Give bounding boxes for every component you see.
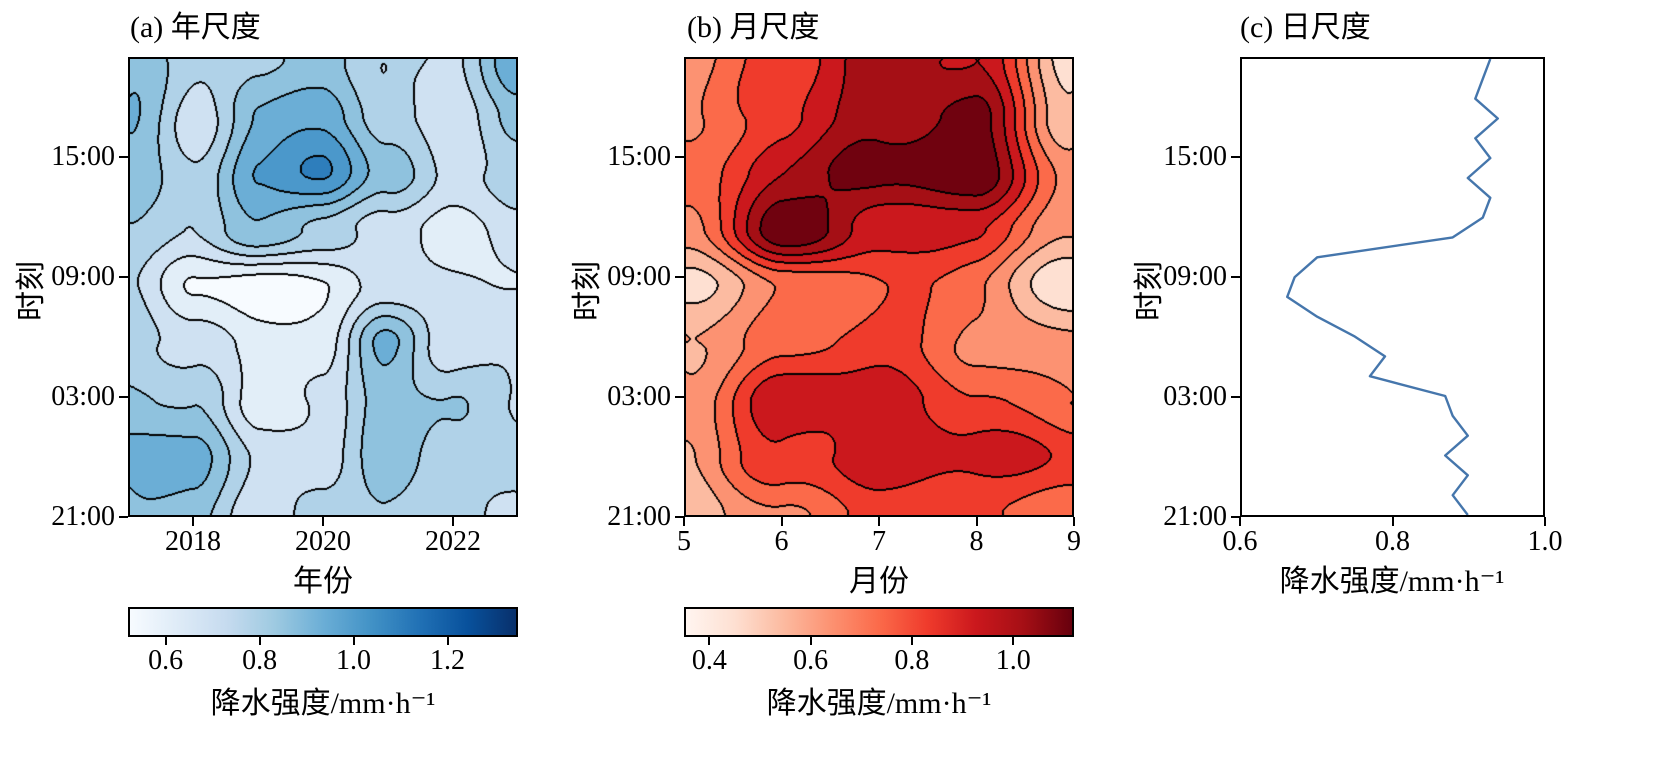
panel-a-x-tick-mark bbox=[192, 517, 194, 526]
panel-a-y-tick-label: 21:00 bbox=[51, 501, 115, 532]
panel-b-colorbar-tick-label: 0.4 bbox=[691, 645, 727, 676]
panel-c-y-tick-label: 03:00 bbox=[1163, 381, 1227, 412]
panel-a-x-tick-mark bbox=[322, 517, 324, 526]
panel-c-x-tick-mark bbox=[1544, 517, 1546, 526]
panel-b-colorbar-label: 降水强度/mm·h⁻¹ bbox=[766, 687, 992, 720]
panel-a-y-tick-mark bbox=[119, 516, 128, 518]
panel-a-colorbar-tick-label: 0.8 bbox=[242, 645, 278, 676]
panel-b-x-tick-mark bbox=[683, 517, 685, 526]
panel-b-contour-plot bbox=[684, 57, 1074, 517]
panel-a-title: (a) 年尺度 bbox=[130, 11, 261, 44]
panel-a-y-tick-label: 09:00 bbox=[51, 261, 115, 292]
panel-a-x-tick-label: 2018 bbox=[165, 526, 221, 557]
panel-b-x-tick-mark bbox=[1073, 517, 1075, 526]
panel-a-colorbar bbox=[128, 607, 518, 637]
panel-b-title: (b) 月尺度 bbox=[687, 11, 820, 44]
panel-b-y-tick-label: 21:00 bbox=[607, 501, 671, 532]
panel-a-x-tick-label: 2022 bbox=[425, 526, 481, 557]
panel-b-x-tick-label: 7 bbox=[872, 526, 886, 557]
panel-c-y-tick-label: 09:00 bbox=[1163, 261, 1227, 292]
panel-c-y-tick-label: 15:00 bbox=[1163, 141, 1227, 172]
panel-c-y-tick-mark bbox=[1231, 156, 1240, 158]
panel-b-x-tick-mark bbox=[878, 517, 880, 526]
panel-b-colorbar-tick-mark bbox=[809, 637, 812, 645]
panel-b-x-axis-label: 月份 bbox=[849, 565, 909, 598]
panel-b-colorbar-tick-mark bbox=[708, 637, 711, 645]
panel-b-y-tick-mark bbox=[675, 156, 684, 158]
panel-c-x-tick-label: 0.8 bbox=[1375, 526, 1410, 557]
panel-a-contour-plot bbox=[128, 57, 518, 517]
panel-a-y-tick-label: 15:00 bbox=[51, 141, 115, 172]
panel-a-colorbar-tick-label: 1.0 bbox=[336, 645, 372, 676]
panel-c-y-tick-mark bbox=[1231, 396, 1240, 398]
panel-a-x-tick-label: 2020 bbox=[295, 526, 351, 557]
panel-b-y-tick-label: 03:00 bbox=[607, 381, 671, 412]
panel-b-y-tick-mark bbox=[675, 516, 684, 518]
panel-a-colorbar-tick-mark bbox=[258, 637, 261, 645]
panel-c-x-tick-label: 0.6 bbox=[1222, 526, 1258, 557]
panel-a-y-tick-mark bbox=[119, 276, 128, 278]
panel-a-y-tick-mark bbox=[119, 156, 128, 158]
panel-c-title: (c) 日尺度 bbox=[1240, 11, 1371, 44]
panel-a-colorbar-label: 降水强度/mm·h⁻¹ bbox=[210, 687, 436, 720]
panel-b-x-tick-label: 5 bbox=[677, 526, 691, 557]
panel-b-colorbar bbox=[684, 607, 1074, 637]
panel-b-x-tick-mark bbox=[975, 517, 978, 526]
panel-c-x-tick-label: 1.0 bbox=[1527, 526, 1563, 557]
panel-b-colorbar-tick-label: 0.8 bbox=[894, 645, 930, 676]
panel-a-y-tick-label: 03:00 bbox=[51, 381, 115, 412]
panel-b-y-tick-label: 15:00 bbox=[607, 141, 671, 172]
panel-a-colorbar-tick-mark bbox=[352, 637, 355, 645]
panel-b-colorbar-tick-label: 1.0 bbox=[995, 645, 1031, 676]
panel-b-x-tick-mark bbox=[780, 517, 783, 526]
panel-c-y-tick-label: 21:00 bbox=[1163, 501, 1227, 532]
panel-c-x-tick-mark bbox=[1239, 517, 1241, 526]
daily-cycle-line bbox=[1286, 59, 1500, 515]
panel-b-y-tick-mark bbox=[675, 396, 684, 398]
panel-a-colorbar-tick-label: 0.6 bbox=[148, 645, 184, 676]
panel-c-y-tick-mark bbox=[1231, 516, 1240, 518]
panel-a-x-tick-mark bbox=[452, 517, 454, 526]
panel-b-x-tick-label: 8 bbox=[969, 526, 984, 557]
daily-cycle-line-svg bbox=[1286, 59, 1500, 515]
panel-c-x-axis-label: 降水强度/mm·h⁻¹ bbox=[1279, 565, 1505, 598]
panel-a-contour-canvas bbox=[130, 59, 516, 515]
panel-b-x-tick-label: 9 bbox=[1067, 526, 1081, 557]
panel-c-line-plot bbox=[1240, 57, 1545, 517]
panel-b-y-tick-label: 09:00 bbox=[607, 261, 671, 292]
panel-a-colorbar-tick-mark bbox=[446, 637, 449, 645]
panel-b-x-tick-label: 6 bbox=[774, 526, 789, 557]
panel-b-colorbar-tick-mark bbox=[1012, 637, 1015, 645]
panel-b-colorbar-tick-label: 0.6 bbox=[793, 645, 829, 676]
panel-b-contour-canvas bbox=[686, 59, 1072, 515]
panel-c-x-tick-mark bbox=[1391, 517, 1394, 526]
panel-b-colorbar-tick-mark bbox=[910, 637, 913, 645]
panel-a-colorbar-tick-mark bbox=[164, 637, 167, 645]
panel-a-x-axis-label: 年份 bbox=[293, 565, 353, 598]
panel-a-colorbar-tick-label: 1.2 bbox=[430, 645, 466, 676]
panel-c-y-tick-mark bbox=[1231, 276, 1240, 278]
panel-b-y-tick-mark bbox=[675, 276, 684, 278]
panel-a-y-tick-mark bbox=[119, 396, 128, 398]
